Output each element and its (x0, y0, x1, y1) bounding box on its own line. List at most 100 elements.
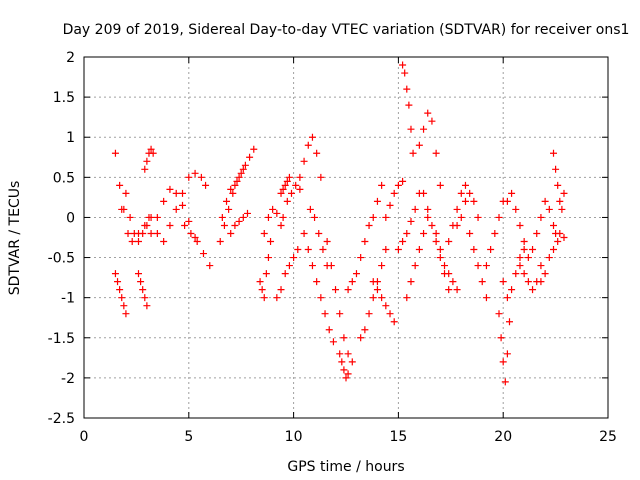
data-point (474, 213, 482, 221)
y-tick-label: -2.5 (48, 411, 75, 427)
data-point (409, 149, 417, 157)
data-point (206, 262, 214, 270)
data-point (300, 157, 308, 165)
data-point (344, 286, 352, 294)
series-sat-al (516, 262, 545, 294)
data-point (260, 294, 268, 302)
series-sat-ac (420, 189, 453, 294)
data-point (256, 278, 264, 286)
series-sat-ak (503, 189, 532, 262)
data-point (304, 246, 312, 254)
data-point (503, 294, 511, 302)
data-point (277, 286, 285, 294)
x-axis-label: GPS time / hours (287, 459, 404, 475)
series-sat-v (357, 246, 390, 342)
data-point (556, 229, 564, 237)
chart-title: Day 209 of 2019, Sidereal Day-to-day VTE… (63, 22, 630, 38)
data-point (516, 262, 524, 270)
data-point (116, 181, 124, 189)
data-point (216, 238, 224, 246)
data-point (508, 286, 516, 294)
series-sat-j (227, 209, 251, 237)
data-point (445, 270, 453, 278)
data-point (122, 189, 130, 197)
data-point (340, 366, 348, 374)
series-sat-s (323, 238, 356, 366)
data-point (114, 278, 122, 286)
y-tick-label: 1.5 (53, 90, 75, 106)
plot-frame (83, 56, 609, 419)
series-sat-o (277, 173, 293, 197)
data-point (128, 238, 136, 246)
data-point (279, 185, 287, 193)
data-point (405, 101, 413, 109)
data-point (394, 246, 402, 254)
data-point (130, 229, 138, 237)
data-point (373, 197, 381, 205)
y-tick-label: -1.5 (48, 331, 75, 347)
data-point (285, 262, 293, 270)
data-point (399, 177, 407, 185)
data-point (382, 302, 390, 310)
data-point (147, 145, 155, 153)
data-point (361, 326, 369, 334)
data-point (273, 209, 281, 217)
data-point (235, 217, 243, 225)
data-point (277, 189, 285, 197)
data-point (327, 262, 335, 270)
data-point (445, 238, 453, 246)
series-sat-d (134, 270, 151, 310)
data-point (541, 270, 549, 278)
data-point (281, 270, 289, 278)
data-point (342, 374, 350, 382)
data-point (235, 173, 243, 181)
y-tick-label: -0.5 (48, 251, 75, 267)
series-sat-q (300, 229, 337, 346)
data-point (223, 197, 231, 205)
data-point (288, 189, 296, 197)
data-point (147, 229, 155, 237)
series-sat-k (256, 238, 275, 302)
data-point (470, 246, 478, 254)
data-point (296, 173, 304, 181)
series-sat-n (279, 181, 304, 221)
data-point (292, 181, 300, 189)
series-sat-a (111, 149, 210, 246)
data-point (260, 229, 268, 237)
data-point (134, 270, 142, 278)
series-sat-l (260, 205, 285, 237)
data-point (550, 221, 558, 229)
data-point (357, 334, 365, 342)
data-point (466, 229, 474, 237)
data-point (111, 149, 119, 157)
data-point (487, 246, 495, 254)
data-point (239, 213, 247, 221)
data-point (193, 238, 201, 246)
data-point (225, 205, 233, 213)
data-point (120, 302, 128, 310)
data-point (283, 177, 291, 185)
series-sat-ae (445, 181, 469, 246)
data-point (185, 217, 193, 225)
data-point (231, 221, 239, 229)
data-point (550, 149, 558, 157)
data-point (369, 278, 377, 286)
data-point (160, 197, 168, 205)
data-point (537, 278, 545, 286)
data-point (126, 213, 134, 221)
data-point (461, 181, 469, 189)
data-point (436, 254, 444, 262)
data-point (407, 217, 415, 225)
data-point (407, 125, 415, 133)
data-point (153, 213, 161, 221)
data-point (187, 229, 195, 237)
data-point (197, 173, 205, 181)
data-point (139, 286, 147, 294)
data-point (378, 294, 386, 302)
data-point (550, 246, 558, 254)
data-point (457, 213, 465, 221)
data-point (453, 205, 461, 213)
data-point (329, 338, 337, 346)
data-point (495, 213, 503, 221)
